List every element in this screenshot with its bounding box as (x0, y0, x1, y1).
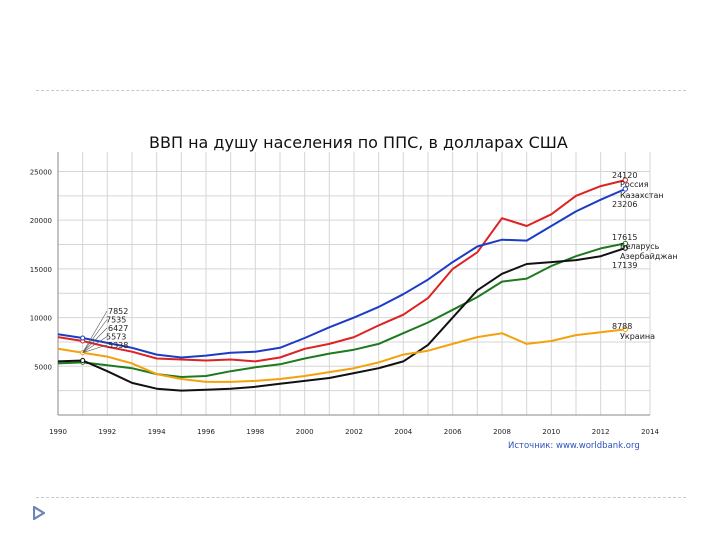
start-label-leader (82, 310, 108, 353)
series-name-label: Казахстан (620, 191, 664, 200)
series-line (57, 328, 626, 383)
start-value-label: 6427 (108, 324, 128, 333)
x-tick-label: 2014 (641, 428, 659, 436)
x-tick-label: 1998 (246, 428, 264, 436)
slide-top-rule (36, 90, 686, 91)
x-tick-label: 2004 (394, 428, 412, 436)
series-start-point (80, 335, 86, 341)
start-label-leader (82, 327, 108, 353)
chart-series (57, 177, 629, 392)
series-name-label: Азербайджан (620, 252, 678, 261)
series-name-label: Россия (620, 180, 649, 189)
series-end-value: 23206 (612, 200, 637, 209)
series-name-label: Беларусь (620, 242, 660, 251)
start-label-leader (82, 344, 108, 353)
start-value-label: 5338 (108, 341, 128, 350)
x-tick-label: 2000 (296, 428, 314, 436)
start-value-label: 7535 (106, 316, 126, 325)
series-end-point (622, 326, 629, 333)
x-tick-label: 1992 (98, 428, 116, 436)
series-end-point (622, 177, 629, 183)
series-start-point (80, 357, 86, 363)
y-tick-label: 5000 (34, 363, 52, 371)
slide-bottom-rule (36, 497, 686, 498)
triangle-right-icon (33, 506, 45, 520)
x-tick-label: 2010 (542, 428, 560, 436)
y-tick-label: 20000 (30, 217, 52, 225)
series-line (57, 247, 626, 392)
chart-axes: 1990 1992 1994 1996 1998 2000 2002 2004 2006 2008… (30, 152, 659, 436)
x-tick-label: 2008 (493, 428, 511, 436)
x-tick-label: 2006 (444, 428, 462, 436)
y-tick-label: 25000 (30, 168, 52, 176)
series-name-label: Украина (620, 332, 655, 341)
series-line (57, 179, 626, 363)
chart-title: ВВП на душу населения по ППС, в долларах… (149, 133, 568, 152)
start-label-leader (82, 336, 108, 353)
x-tick-label: 1996 (197, 428, 215, 436)
start-label-leader (82, 319, 108, 353)
start-value-label: 5573 (106, 333, 126, 342)
start-value-label: 7852 (108, 307, 128, 316)
y-tick-label: 10000 (30, 315, 52, 323)
series-line (57, 188, 626, 359)
series-end-value: 8788 (612, 322, 632, 331)
series-end-value: 17139 (612, 261, 637, 270)
series-end-value: 17615 (612, 233, 637, 242)
x-tick-label: 1994 (148, 428, 166, 436)
x-tick-label: 2002 (345, 428, 363, 436)
y-tick-label: 15000 (30, 266, 52, 274)
chart-grid (57, 152, 651, 415)
source-note: Источник: www.worldbank.org (508, 441, 640, 451)
series-end-value: 24120 (612, 171, 637, 180)
x-tick-label: 2012 (592, 428, 610, 436)
series-end-point (622, 245, 629, 251)
series-end-point (622, 186, 629, 192)
x-tick-label: 1990 (49, 428, 67, 436)
